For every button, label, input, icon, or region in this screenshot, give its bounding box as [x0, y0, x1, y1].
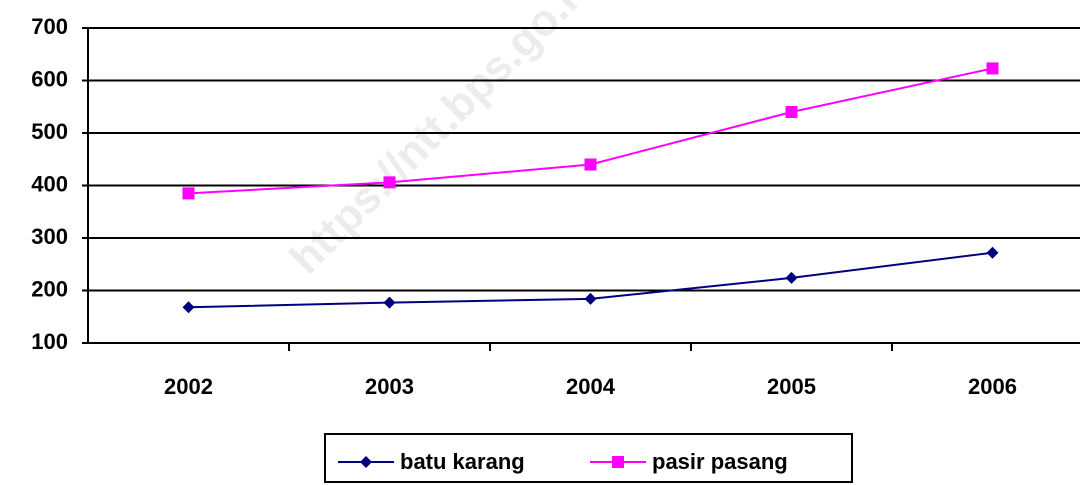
legend-label: batu karang	[400, 449, 525, 474]
point	[785, 106, 798, 118]
point	[383, 176, 396, 189]
y-tick-label: 500	[31, 119, 68, 144]
x-tick-label: 2002	[164, 374, 213, 399]
point	[584, 292, 597, 305]
point	[584, 158, 597, 171]
legend-marker	[360, 456, 372, 468]
x-tick-label: 2004	[566, 374, 616, 399]
series-line	[188, 67, 993, 195]
x-tick-label: 2003	[365, 374, 414, 399]
point	[182, 187, 195, 200]
y-tick-label: 700	[31, 14, 68, 39]
y-tick-label: 100	[31, 329, 68, 354]
y-tick-label: 400	[31, 171, 68, 196]
point	[383, 296, 396, 309]
watermark: https://ntt.bps.go.id	[281, 0, 606, 283]
point	[986, 246, 999, 259]
x-tick-label: 2005	[767, 374, 816, 399]
y-tick-label: 600	[31, 66, 68, 91]
legend-box	[324, 433, 853, 483]
point	[785, 271, 798, 284]
legend-marker	[612, 456, 624, 468]
point	[182, 301, 195, 314]
legend-label: pasir pasang	[652, 449, 788, 474]
x-tick-label: 2006	[968, 374, 1017, 399]
point	[986, 62, 999, 75]
y-tick-label: 300	[31, 224, 68, 249]
y-tick-label: 200	[31, 276, 68, 301]
